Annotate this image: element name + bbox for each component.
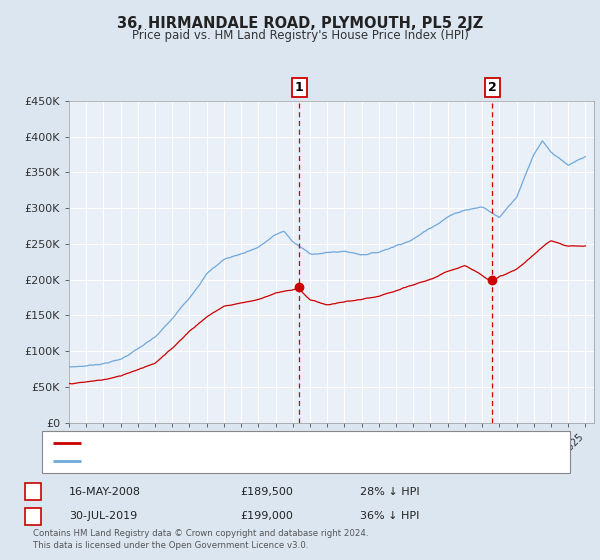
Text: 2: 2 (488, 81, 496, 94)
Text: 36% ↓ HPI: 36% ↓ HPI (360, 511, 419, 521)
Text: Price paid vs. HM Land Registry's House Price Index (HPI): Price paid vs. HM Land Registry's House … (131, 29, 469, 42)
Text: 36, HIRMANDALE ROAD, PLYMOUTH, PL5 2JZ: 36, HIRMANDALE ROAD, PLYMOUTH, PL5 2JZ (117, 16, 483, 31)
Text: 36, HIRMANDALE ROAD, PLYMOUTH, PL5 2JZ (detached house): 36, HIRMANDALE ROAD, PLYMOUTH, PL5 2JZ (… (87, 438, 429, 448)
Text: HPI: Average price, detached house, City of Plymouth: HPI: Average price, detached house, City… (87, 456, 380, 466)
Text: 1: 1 (29, 485, 37, 498)
Text: Contains HM Land Registry data © Crown copyright and database right 2024.: Contains HM Land Registry data © Crown c… (33, 529, 368, 538)
Text: £189,500: £189,500 (240, 487, 293, 497)
Text: 1: 1 (295, 81, 304, 94)
Text: 30-JUL-2019: 30-JUL-2019 (69, 511, 137, 521)
Text: This data is licensed under the Open Government Licence v3.0.: This data is licensed under the Open Gov… (33, 541, 308, 550)
Text: 28% ↓ HPI: 28% ↓ HPI (360, 487, 419, 497)
Text: 2: 2 (29, 510, 37, 523)
Text: 16-MAY-2008: 16-MAY-2008 (69, 487, 141, 497)
Text: £199,000: £199,000 (240, 511, 293, 521)
